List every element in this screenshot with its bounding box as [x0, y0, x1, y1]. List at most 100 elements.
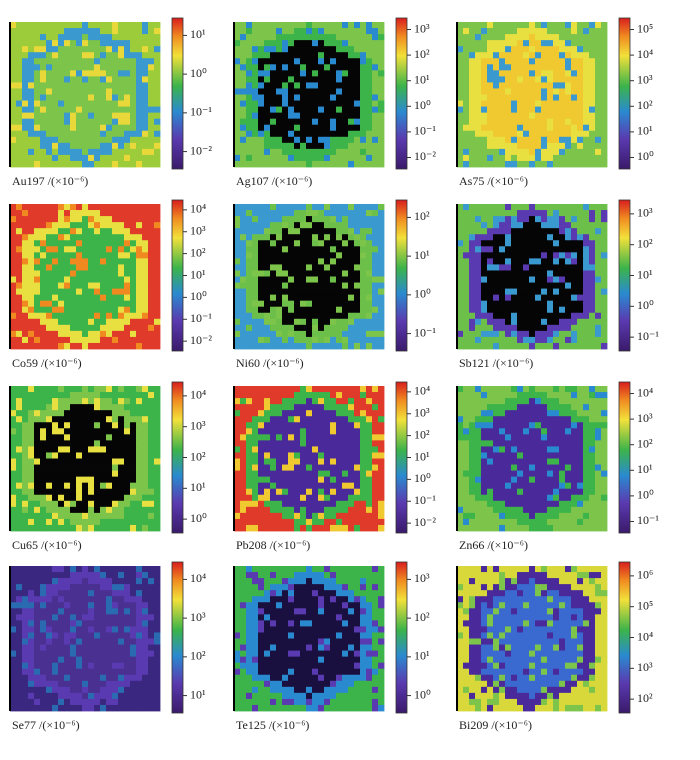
map-cell: [306, 343, 312, 349]
map-cell: [541, 319, 547, 325]
map-cell: [70, 386, 76, 392]
map-cell: [360, 204, 366, 210]
map-cell: [270, 410, 276, 416]
map-cell: [517, 82, 523, 88]
map-cell: [595, 40, 601, 46]
map-cell: [529, 22, 535, 28]
map-cell: [264, 452, 270, 458]
map-cell: [246, 119, 252, 125]
map-cell: [258, 70, 264, 76]
map-cell: [288, 101, 294, 107]
map-cell: [28, 434, 34, 440]
map-cell: [336, 337, 342, 343]
map-cell: [40, 434, 46, 440]
map-cell: [34, 507, 40, 513]
map-cell: [336, 416, 342, 422]
map-cell: [517, 398, 523, 404]
map-cell: [378, 131, 384, 137]
map-cell: [106, 34, 112, 40]
map-cell: [523, 319, 529, 325]
map-cell: [571, 307, 577, 313]
map-cell: [118, 101, 124, 107]
map-cell: [330, 64, 336, 70]
map-cell: [142, 246, 148, 252]
map-cell: [312, 489, 318, 495]
map-cell: [535, 143, 541, 149]
map-cell: [372, 465, 378, 471]
map-cell: [342, 386, 348, 392]
map-cell: [318, 459, 324, 465]
map-cell: [240, 398, 246, 404]
map-cell: [258, 143, 264, 149]
map-cell: [336, 325, 342, 331]
map-cell: [324, 283, 330, 289]
map-cell: [276, 277, 282, 283]
map-cell: [112, 319, 118, 325]
map-cell: [306, 143, 312, 149]
map-cell: [46, 277, 52, 283]
map-cell: [246, 149, 252, 155]
map-cell: [258, 125, 264, 131]
map-cell: [142, 519, 148, 525]
map-cell: [246, 113, 252, 119]
map-cell: [342, 204, 348, 210]
map-cell: [270, 125, 276, 131]
map-cell: [324, 477, 330, 483]
map-cell: [240, 161, 246, 167]
map-cell: [294, 40, 300, 46]
map-cell: [258, 331, 264, 337]
map-cell: [366, 95, 372, 101]
map-cell: [88, 34, 94, 40]
map-cell: [294, 222, 300, 228]
map-cell: [94, 88, 100, 94]
map-cell: [577, 22, 583, 28]
map-cell: [148, 137, 154, 143]
map-cell: [565, 107, 571, 113]
map-cell: [348, 119, 354, 125]
map-cell: [276, 465, 282, 471]
map-cell: [100, 22, 106, 28]
map-cell: [336, 149, 342, 155]
map-cell: [294, 210, 300, 216]
map-cell: [348, 34, 354, 40]
map-cell: [288, 319, 294, 325]
map-cell: [22, 270, 28, 276]
map-cell: [22, 28, 28, 34]
map-cell: [348, 155, 354, 161]
map-cell: [378, 483, 384, 489]
map-cell: [142, 422, 148, 428]
map-cell: [348, 416, 354, 422]
map-cell: [282, 113, 288, 119]
map-cell: [100, 64, 106, 70]
map-cell: [517, 155, 523, 161]
map-cell: [469, 392, 475, 398]
map-cell: [246, 246, 252, 252]
map-cell: [475, 131, 481, 137]
map-cell: [270, 313, 276, 319]
map-cell: [360, 137, 366, 143]
map-cell: [16, 471, 22, 477]
map-cell: [106, 270, 112, 276]
map-cell: [70, 228, 76, 234]
map-cell: [487, 82, 493, 88]
map-cell: [148, 410, 154, 416]
map-cell: [118, 277, 124, 283]
map-cell: [360, 70, 366, 76]
map-cell: [40, 119, 46, 125]
map-cell: [360, 301, 366, 307]
map-cell: [240, 392, 246, 398]
map-cell: [318, 446, 324, 452]
map-cell: [46, 495, 52, 501]
map-cell: [124, 319, 130, 325]
map-cell: [118, 155, 124, 161]
map-cell: [154, 258, 160, 264]
colorbar-tick-label: 10⁻²: [190, 333, 212, 347]
map-cell: [469, 240, 475, 246]
map-cell: [142, 82, 148, 88]
map-cell: [240, 88, 246, 94]
map-cell: [82, 295, 88, 301]
map-cell: [264, 58, 270, 64]
map-cell: [565, 101, 571, 107]
map-cell: [154, 155, 160, 161]
map-cell: [601, 101, 607, 107]
